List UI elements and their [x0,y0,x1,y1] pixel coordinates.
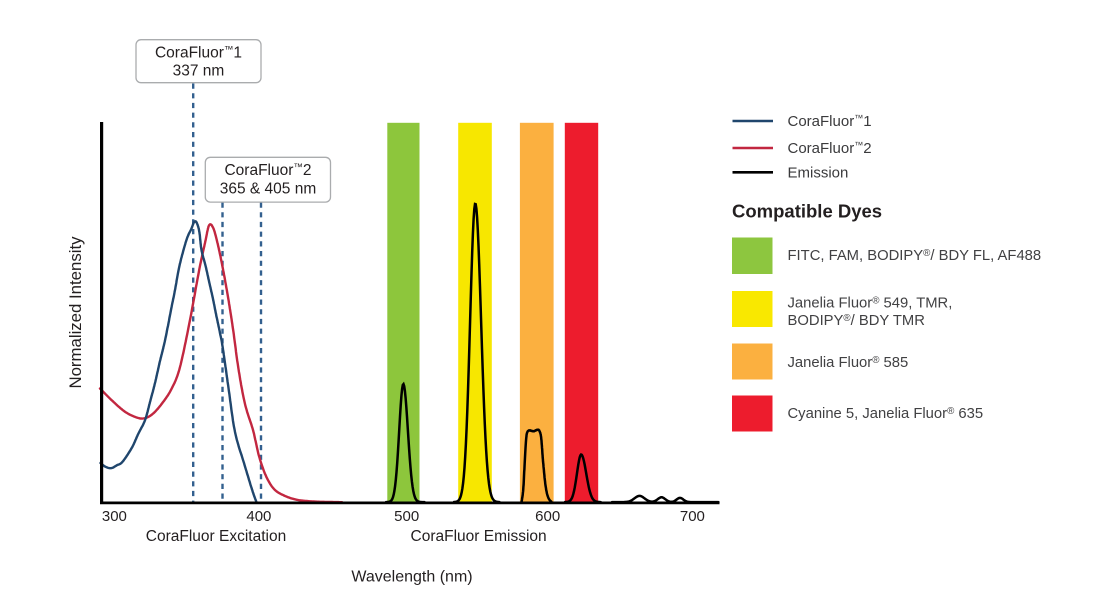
svg-text:CoraFluor™1: CoraFluor™1 [155,44,242,61]
svg-text:337 nm: 337 nm [173,63,225,80]
svg-text:500: 500 [394,508,419,525]
svg-text:CoraFluor™1: CoraFluor™1 [788,113,872,130]
svg-text:600: 600 [535,508,560,525]
svg-text:400: 400 [246,508,271,525]
svg-text:Normalized Intensity: Normalized Intensity [66,236,85,389]
svg-text:Wavelength (nm): Wavelength (nm) [351,569,472,586]
svg-text:Emission: Emission [788,165,849,182]
svg-text:700: 700 [680,508,705,525]
svg-text:Janelia Fluor® 585: Janelia Fluor® 585 [788,355,909,371]
svg-text:Compatible Dyes: Compatible Dyes [732,201,882,222]
svg-text:Cyanine 5, Janelia Fluor® 635: Cyanine 5, Janelia Fluor® 635 [788,406,984,422]
svg-text:300: 300 [102,508,127,525]
svg-text:CoraFluor Emission: CoraFluor Emission [411,528,547,545]
svg-text:CoraFluor™2: CoraFluor™2 [788,140,872,157]
svg-text:BODIPY®/ BDY TMR: BODIPY®/ BDY TMR [788,313,925,329]
svg-text:Janelia Fluor® 549, TMR,: Janelia Fluor® 549, TMR, [788,296,953,312]
svg-text:365 & 405 nm: 365 & 405 nm [220,180,317,197]
svg-text:CoraFluor™2: CoraFluor™2 [224,162,311,179]
svg-text:CoraFluor Excitation: CoraFluor Excitation [146,528,286,545]
svg-text:FITC, FAM, BODIPY®/ BDY FL, AF: FITC, FAM, BODIPY®/ BDY FL, AF488 [788,248,1042,264]
